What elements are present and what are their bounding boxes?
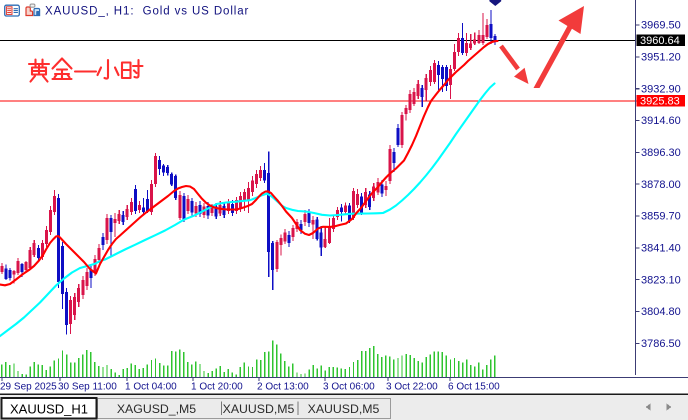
svg-text:29 Sep 2025: 29 Sep 2025: [0, 382, 57, 393]
svg-text:XAUUSD,M5: XAUUSD,M5: [308, 402, 380, 416]
svg-text:3896.30: 3896.30: [641, 147, 681, 159]
svg-text:XAUUSD_H1: XAUUSD_H1: [10, 402, 88, 417]
svg-text:6 Oct 15:00: 6 Oct 15:00: [448, 382, 500, 393]
svg-text:3 Oct 06:00: 3 Oct 06:00: [323, 382, 375, 393]
svg-text:XAGUSD_,M5: XAGUSD_,M5: [117, 402, 196, 416]
svg-text:1 Oct 04:00: 1 Oct 04:00: [125, 382, 177, 393]
svg-text:30 Sep 11:00: 30 Sep 11:00: [58, 382, 117, 393]
svg-text:3960.64: 3960.64: [640, 35, 680, 47]
svg-text:3804.80: 3804.80: [641, 306, 681, 318]
svg-text:3951.20: 3951.20: [641, 52, 681, 64]
svg-text:3 Oct 22:00: 3 Oct 22:00: [386, 382, 438, 393]
svg-text:3823.10: 3823.10: [641, 274, 681, 286]
svg-text:1 Oct 20:00: 1 Oct 20:00: [191, 382, 243, 393]
svg-text:3925.83: 3925.83: [640, 96, 680, 108]
svg-text:3786.50: 3786.50: [641, 338, 681, 350]
svg-text:3914.60: 3914.60: [641, 115, 681, 127]
svg-text:XAUUSD,M5: XAUUSD,M5: [223, 402, 295, 416]
svg-text:3859.70: 3859.70: [641, 211, 681, 223]
svg-text:3878.00: 3878.00: [641, 179, 681, 191]
svg-text:XAUUSD_, H1: Gold vs US Dolla: XAUUSD_, H1: Gold vs US Dollar: [45, 6, 249, 18]
svg-text:3841.40: 3841.40: [641, 243, 681, 255]
svg-text:3932.90: 3932.90: [641, 83, 681, 95]
svg-text:3969.50: 3969.50: [641, 20, 681, 32]
svg-text:2 Oct 13:00: 2 Oct 13:00: [257, 382, 309, 393]
